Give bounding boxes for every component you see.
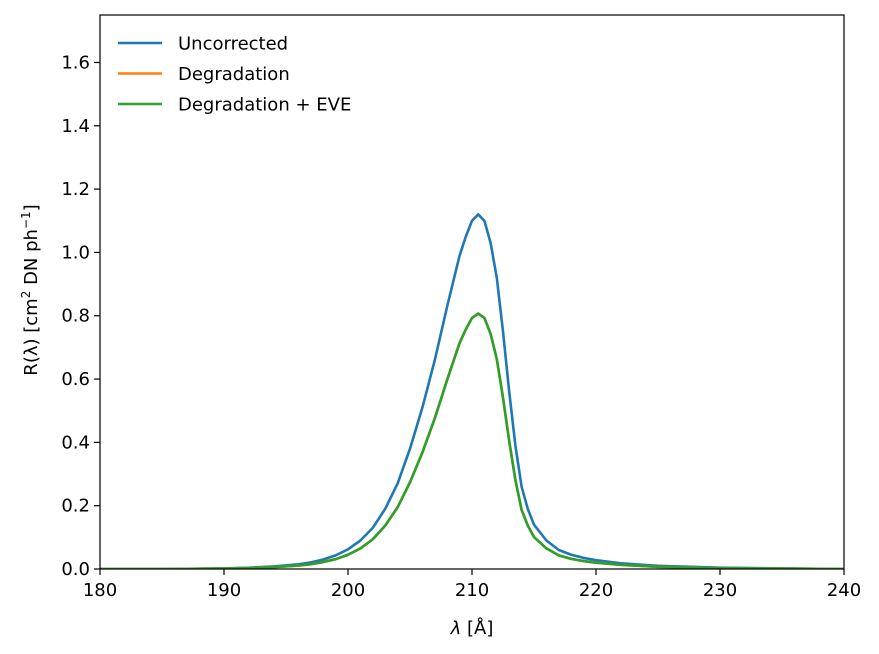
y-tick-label: 1.4 [61,116,90,137]
x-tick-label: 220 [579,580,613,601]
y-axis-label-end: ] [21,204,42,211]
y-tick-label: 0.4 [61,432,90,453]
series-line-degradation-eve [100,312,844,569]
plot-area [100,213,844,569]
y-axis-label-mid: DN ph [21,229,42,291]
y-tick-label: 0.0 [61,559,90,580]
x-axis-label: λ [Å] [450,617,494,639]
x-tick-label: 230 [703,580,737,601]
x-tick-label: 190 [207,580,241,601]
y-axis-label-sup2: −1 [19,211,33,229]
y-axis-label-main: R(λ) [cm [21,298,42,375]
y-tick-label: 0.6 [61,369,90,390]
y-tick-label: 0.2 [61,496,90,517]
y-axis-label-sup1: 2 [19,291,33,299]
y-axis-label: R(λ) [cm2 DN ph−1] [19,204,42,375]
axes: 180 190 200 210 220 230 240 0.0 0.2 0.4 0.6 0.8 1.0 1… [61,14,861,601]
x-tick-label: 200 [331,580,365,601]
x-tick-label: 240 [827,580,861,601]
y-tick-label: 1.2 [61,179,90,200]
series-line-uncorrected [100,213,844,569]
x-axis-label-var: λ [450,618,462,639]
series-lines [100,213,844,569]
x-axis-label-unit: [Å] [467,617,493,639]
legend: Uncorrected Degradation Degradation + EVE [118,34,351,116]
x-tick-label: 180 [83,580,117,601]
y-tick-label: 0.8 [61,306,90,327]
legend-label-uncorrected: Uncorrected [178,34,288,55]
legend-label-degradation: Degradation [178,64,290,85]
x-tick-label: 210 [455,580,489,601]
y-tick-label: 1.6 [61,52,90,73]
legend-label-degradation-eve: Degradation + EVE [178,95,351,116]
y-tick-label: 1.0 [61,242,90,263]
